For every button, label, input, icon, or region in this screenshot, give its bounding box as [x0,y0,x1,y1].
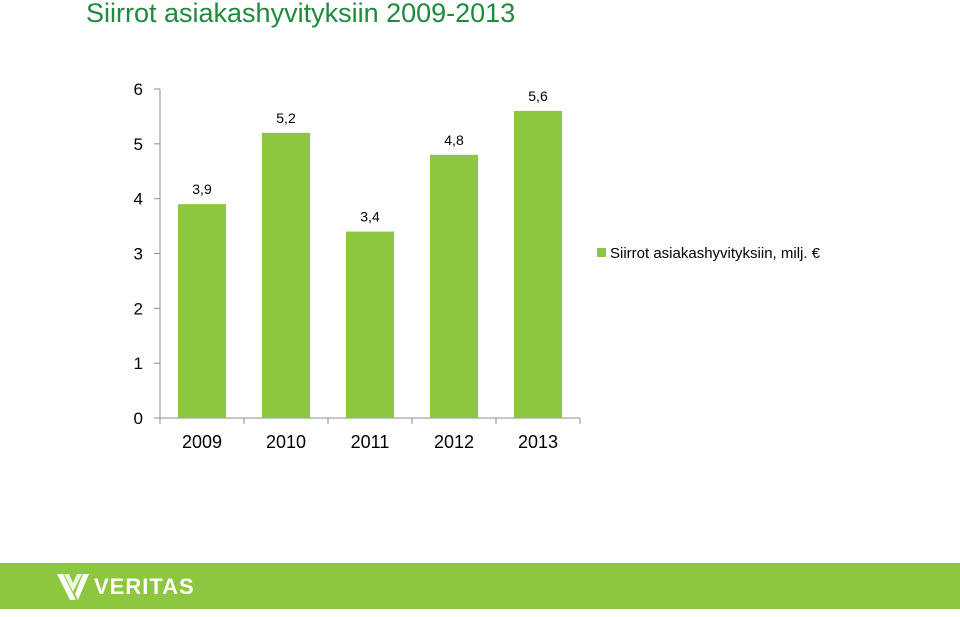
y-tick-label: 0 [134,409,143,428]
bar-2013 [514,110,562,418]
data-label-2013: 5,6 [528,88,548,104]
x-tick-label: 2011 [351,432,390,452]
bar-2012 [430,154,478,419]
legend-label: Siirrot asiakashyvityksiin, milj. € [610,245,821,262]
x-tick-label: 2012 [434,432,474,452]
legend-swatch [597,248,606,257]
y-tick-label: 4 [134,190,143,209]
slide-title: Siirrot asiakashyvityksiin 2009-2013 [86,0,516,28]
footer-bar: VERITAS [0,563,960,609]
y-axis: 0 1 2 3 4 5 6 [134,80,161,428]
bar-2010 [262,132,310,418]
bar-2009 [178,204,226,418]
y-tick-label: 2 [134,299,143,318]
bar-2011 [346,231,394,418]
legend: Siirrot asiakashyvityksiin, milj. € [597,245,821,262]
bars [178,110,562,419]
data-labels: 3,9 5,2 3,4 4,8 5,6 [192,88,548,225]
x-tick-label: 2013 [518,432,558,452]
x-tick-label: 2010 [266,432,306,452]
x-axis: 2009 2010 2011 2012 2013 [159,417,581,452]
data-label-2009: 3,9 [192,181,212,197]
veritas-logo-mark-icon [57,574,89,600]
y-tick-label: 5 [134,135,143,154]
data-label-2012: 4,8 [444,132,464,148]
data-label-2010: 5,2 [276,110,296,126]
bar-chart: 0 1 2 3 4 5 6 2009 2010 2011 2012 2013 3,9 5,2 3,4 4,… [134,80,821,452]
y-tick-label: 1 [134,354,143,373]
y-tick-label: 3 [134,245,143,264]
veritas-brand-text: VERITAS [94,574,195,599]
data-label-2011: 3,4 [360,209,380,225]
x-tick-label: 2009 [182,432,222,452]
y-tick-label: 6 [134,80,143,99]
